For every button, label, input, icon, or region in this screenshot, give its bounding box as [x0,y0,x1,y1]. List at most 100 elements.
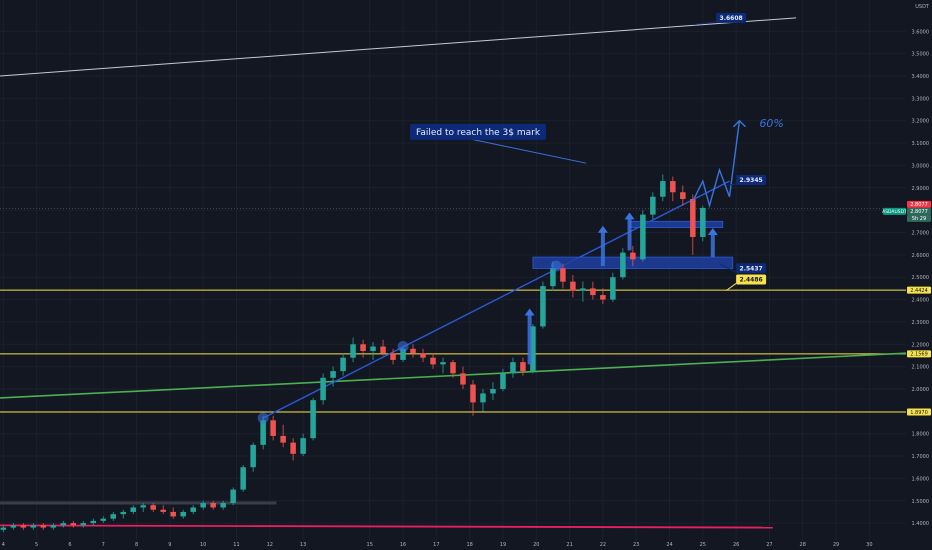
current-price-badge [907,207,931,215]
candle-body [50,525,57,528]
price-axis[interactable]: 3.6000 3.5000 3.4000 3.3000 3.2000 3.1000 3.00… [907,29,931,527]
candle-body [240,467,246,490]
touch-point-marker [550,260,562,272]
price-tick-label: 1.7000 [912,454,930,460]
price-tick-label: 2.5000 [912,275,930,281]
price-axis-background[interactable] [906,0,932,550]
time-axis[interactable]: 4 5 6 7 8 9 10 11 12 13 15 16 17 18 19 20 21 22 23 24 25 26 27… [2,542,873,548]
price-tick-label: 3.4000 [912,74,930,80]
candle-body [650,196,656,215]
candle-body [360,344,366,351]
price-tag-pointer [726,183,737,187]
time-tick-label: 17 [433,542,439,548]
trendline [262,180,730,419]
candle-body [60,523,67,526]
touch-point-marker [257,412,269,424]
time-tick-label: 20 [533,542,539,548]
candle-body [210,502,216,508]
candle-body [120,511,126,515]
candle-body [640,214,646,260]
level-price-text: 2.1569 [910,352,928,358]
candle-body [550,268,556,287]
price-tag-text: 3.6608 [720,15,743,22]
price-tick-label: 1.4000 [912,521,930,527]
time-tick-label: 10 [200,542,206,548]
candle-body [480,393,486,403]
candle-body [590,288,596,296]
price-tick-label: 1.6000 [912,476,930,482]
candle-body [130,507,136,512]
candle-body [620,252,626,278]
candle-body [540,286,546,327]
candle-body [440,362,446,365]
candle-body [280,435,286,443]
annotations: Failed to reach the 3$ mark 60% 3.6608 2.93… [410,12,907,292]
candle-body [170,511,176,517]
time-tick-label: 19 [500,542,506,548]
candle-body [690,198,696,237]
candle-body [390,353,396,360]
symbol-badge [883,207,906,215]
price-tag-pointer [719,263,737,273]
price-tag-text: 2.4486 [740,276,763,283]
price-tick-label: 1.5000 [912,499,930,505]
projection-path [692,120,741,209]
candle-body [140,505,146,508]
candle-body [190,507,196,512]
time-tick-label: 12 [267,542,273,548]
price-tick-label: 3.0000 [912,163,930,169]
up-arrow-head [707,228,718,236]
time-tick-label: 18 [466,542,472,548]
candle-body [350,344,356,358]
candle-body [40,525,47,528]
price-tick-label: 2.3000 [912,320,930,326]
time-tick-label: 29 [833,542,839,548]
candle-body [610,277,616,300]
candle-body [630,252,636,260]
candle-body [570,281,576,291]
candle-body [80,523,87,526]
touch-point-marker [397,341,409,353]
price-tag-pointer [725,283,737,292]
time-tick-label: 13 [300,542,306,548]
candle-body [530,326,536,372]
price-tick-label: 3.5000 [912,52,930,58]
time-tick-label: 4 [2,542,5,548]
candle-body [160,509,166,512]
price-tag-pointer [692,21,717,26]
candle-body [490,388,496,394]
annotation-text: Failed to reach the 3$ mark [416,128,541,138]
level-price-text: 1.8970 [910,410,928,416]
up-arrow-head [597,225,608,233]
candle-body [250,444,256,468]
candle-body [20,525,27,528]
candle-body [340,357,346,372]
candle-body [670,181,676,193]
trendline [0,524,773,529]
price-tag-text: 2.5437 [740,265,763,272]
candle-body [370,346,376,351]
trendline [0,17,797,77]
projection-arrow-head [732,119,746,128]
up-arrow-head [524,308,535,316]
candle-body [30,525,37,528]
price-tag-box [736,174,767,185]
level-price-badge [907,408,931,416]
price-tag-box [736,274,767,285]
time-tick-label: 30 [866,542,872,548]
candle-body [330,371,336,378]
candle-body [660,181,666,197]
candle-body [150,505,156,510]
currency-label: USDT [915,4,930,10]
price-tick-label: 2.0000 [912,387,930,393]
price-tick-label: 3.6000 [912,29,930,35]
candle-body [200,502,206,508]
candle-body [380,346,386,354]
candles [0,174,706,533]
candle-body [0,527,7,530]
candle-body [470,384,476,403]
candle-body [400,348,406,360]
time-tick-label: 26 [733,542,739,548]
